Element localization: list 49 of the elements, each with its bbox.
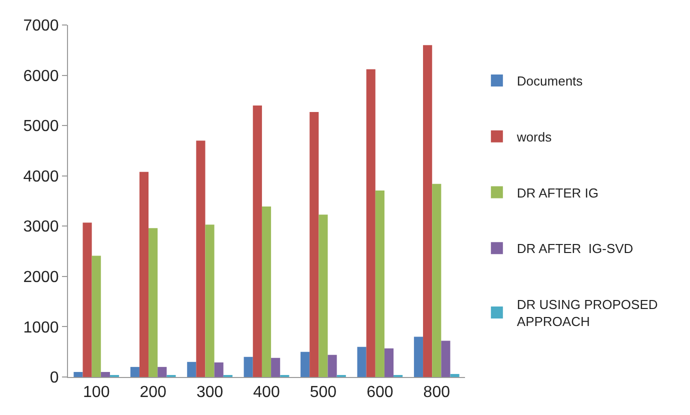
legend-label: words xyxy=(516,129,552,144)
bar xyxy=(92,256,101,377)
bar xyxy=(423,45,432,377)
bar xyxy=(310,112,319,377)
bar xyxy=(130,366,140,377)
bar xyxy=(262,206,272,377)
bar xyxy=(196,140,206,377)
bar xyxy=(148,228,158,377)
x-tick-label: 100 xyxy=(83,384,110,402)
bar xyxy=(375,190,384,377)
bar xyxy=(100,372,110,377)
bar xyxy=(384,348,394,377)
x-tick-label: 800 xyxy=(423,384,450,402)
y-tick-label: 7000 xyxy=(23,18,59,35)
bar xyxy=(214,362,224,377)
bar xyxy=(318,214,328,377)
bar xyxy=(300,352,310,377)
legend-label: Documents xyxy=(516,74,584,89)
bar xyxy=(158,366,167,377)
bar xyxy=(357,346,366,377)
bar xyxy=(252,105,262,377)
bar xyxy=(187,362,196,377)
y-tick-label: 2000 xyxy=(23,269,59,286)
bar xyxy=(366,69,376,377)
bar xyxy=(414,336,424,377)
bar xyxy=(271,358,280,377)
bar xyxy=(205,224,214,377)
bar xyxy=(441,340,450,377)
bar xyxy=(432,184,442,377)
x-tick-label: 300 xyxy=(196,384,224,402)
y-tick-label: 0 xyxy=(50,370,59,387)
x-tick-label: 600 xyxy=(366,384,394,402)
legend-label: DR USING PROPOSED APPROACH xyxy=(516,297,658,330)
y-tick-label: 3000 xyxy=(23,218,59,236)
y-tick-label: 6000 xyxy=(23,68,59,85)
y-tick-label: 5000 xyxy=(23,118,59,136)
legend-label: DR AFTER IG xyxy=(516,185,599,200)
bar xyxy=(244,356,253,377)
x-tick-label: 200 xyxy=(140,384,167,402)
y-tick-label: 1000 xyxy=(23,319,59,336)
x-tick-label: 400 xyxy=(253,384,280,402)
bar xyxy=(74,372,83,377)
bar xyxy=(450,374,460,377)
bar xyxy=(82,222,92,377)
bar xyxy=(139,172,149,377)
bar xyxy=(328,354,337,377)
y-tick-label: 4000 xyxy=(23,168,59,186)
legend-label: DR AFTER IG-SVD xyxy=(516,241,634,256)
x-tick-label: 500 xyxy=(310,384,337,402)
